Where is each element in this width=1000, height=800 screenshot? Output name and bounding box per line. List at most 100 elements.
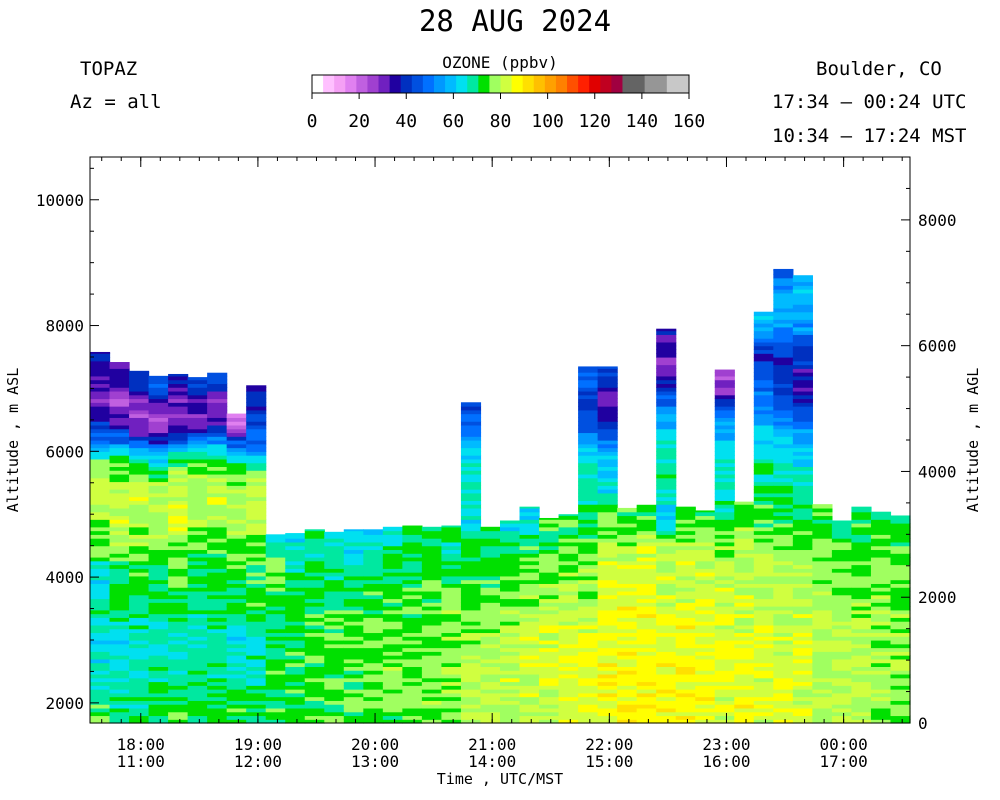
heatmap-cell bbox=[578, 538, 599, 543]
heatmap-cell bbox=[812, 556, 833, 562]
heatmap-cell bbox=[148, 383, 169, 388]
heatmap-cell bbox=[734, 538, 755, 543]
heatmap-cell bbox=[753, 470, 774, 475]
heatmap-cell bbox=[753, 349, 774, 354]
heatmap-cell bbox=[148, 572, 169, 577]
heatmap-cell bbox=[851, 519, 872, 524]
heatmap-cell bbox=[695, 711, 716, 717]
heatmap-cell bbox=[168, 398, 189, 403]
heatmap-cell bbox=[90, 436, 111, 441]
heatmap-cell bbox=[304, 696, 325, 701]
heatmap-cell bbox=[558, 651, 579, 656]
heatmap-cell bbox=[129, 658, 150, 664]
heatmap-cell bbox=[480, 553, 501, 558]
heatmap-cell bbox=[539, 553, 560, 558]
heatmap-cell bbox=[207, 692, 228, 698]
heatmap-cell bbox=[382, 564, 403, 569]
heatmap-cell bbox=[382, 621, 403, 626]
heatmap-column bbox=[558, 514, 579, 724]
heatmap-cell bbox=[675, 636, 696, 641]
heatmap-cell bbox=[402, 647, 423, 652]
heatmap-cell bbox=[168, 643, 189, 649]
heatmap-cell bbox=[792, 345, 813, 351]
heatmap-cell bbox=[597, 481, 618, 486]
heatmap-cell bbox=[617, 700, 638, 705]
heatmap-cell bbox=[773, 700, 794, 705]
heatmap-cell bbox=[285, 696, 306, 701]
heatmap-cell bbox=[851, 545, 872, 551]
heatmap-cell bbox=[617, 526, 638, 532]
colorbar-tick-label: 160 bbox=[673, 111, 706, 132]
heatmap-cell bbox=[441, 541, 462, 547]
heatmap-cell bbox=[304, 553, 325, 558]
heatmap-cell bbox=[539, 583, 560, 588]
heatmap-column bbox=[500, 520, 521, 724]
heatmap-cell bbox=[597, 602, 618, 607]
heatmap-cell bbox=[363, 572, 384, 577]
heatmap-cell bbox=[734, 526, 755, 532]
heatmap-cell bbox=[187, 609, 208, 615]
heatmap-cell bbox=[168, 617, 189, 622]
heatmap-cell bbox=[285, 564, 306, 569]
heatmap-cell bbox=[675, 587, 696, 592]
heatmap-cell bbox=[109, 455, 130, 460]
heatmap-cell bbox=[441, 719, 462, 724]
heatmap-cell bbox=[831, 704, 853, 709]
heatmap-cell bbox=[636, 685, 657, 690]
heatmap-cell bbox=[129, 594, 150, 600]
heatmap-cell bbox=[773, 428, 794, 434]
heatmap-cell bbox=[597, 666, 618, 671]
heatmap-cell bbox=[812, 606, 833, 611]
heatmap-cell bbox=[539, 579, 560, 584]
heatmap-cell bbox=[714, 447, 735, 452]
heatmap-cell bbox=[265, 549, 286, 554]
heatmap-cell bbox=[363, 666, 384, 671]
heatmap-cell bbox=[578, 372, 599, 377]
heatmap-cell bbox=[636, 564, 657, 569]
heatmap-cell bbox=[753, 417, 774, 422]
heatmap-cell bbox=[207, 560, 228, 566]
heatmap-cell bbox=[363, 624, 384, 630]
colorbar-swatch bbox=[544, 75, 557, 93]
heatmap-cell bbox=[109, 364, 130, 369]
heatmap-cell bbox=[207, 375, 228, 381]
heatmap-cells bbox=[90, 268, 911, 724]
heatmap-cell bbox=[890, 643, 911, 649]
heatmap-cell bbox=[90, 504, 111, 509]
heatmap-cell bbox=[168, 413, 189, 418]
heatmap-cell bbox=[441, 525, 462, 528]
heatmap-cell bbox=[773, 417, 794, 422]
heatmap-cell bbox=[617, 602, 638, 607]
heatmap-cell bbox=[890, 692, 911, 698]
colorbar-swatch bbox=[655, 75, 668, 93]
heatmap-cell bbox=[148, 628, 169, 634]
heatmap-cell bbox=[460, 606, 482, 611]
heatmap-cell bbox=[402, 541, 423, 547]
x-tick-label-utc: 21:00 bbox=[468, 735, 516, 754]
heatmap-cell bbox=[382, 643, 403, 649]
heatmap-cell bbox=[265, 707, 286, 713]
heatmap-cell bbox=[402, 681, 423, 686]
heatmap-cell bbox=[129, 413, 150, 418]
heatmap-cell bbox=[304, 560, 325, 566]
heatmap-cell bbox=[168, 583, 189, 588]
heatmap-cell bbox=[500, 677, 521, 683]
heatmap-cell bbox=[695, 534, 716, 539]
heatmap-cell bbox=[207, 696, 228, 701]
heatmap-cell bbox=[207, 590, 228, 596]
heatmap-cell bbox=[851, 575, 872, 581]
heatmap-column bbox=[226, 413, 247, 724]
heatmap-cell bbox=[304, 579, 325, 584]
heatmap-cell bbox=[246, 655, 267, 660]
heatmap-cell bbox=[226, 606, 247, 611]
heatmap-cell bbox=[792, 477, 813, 483]
heatmap-cell bbox=[129, 443, 150, 449]
heatmap-cell bbox=[500, 632, 521, 637]
heatmap-cell bbox=[734, 568, 755, 573]
heatmap-cell bbox=[675, 549, 696, 554]
heatmap-cell bbox=[870, 711, 892, 717]
heatmap-cell bbox=[304, 564, 325, 569]
heatmap-cell bbox=[714, 704, 735, 709]
heatmap-cell bbox=[90, 673, 111, 679]
heatmap-cell bbox=[773, 685, 794, 690]
